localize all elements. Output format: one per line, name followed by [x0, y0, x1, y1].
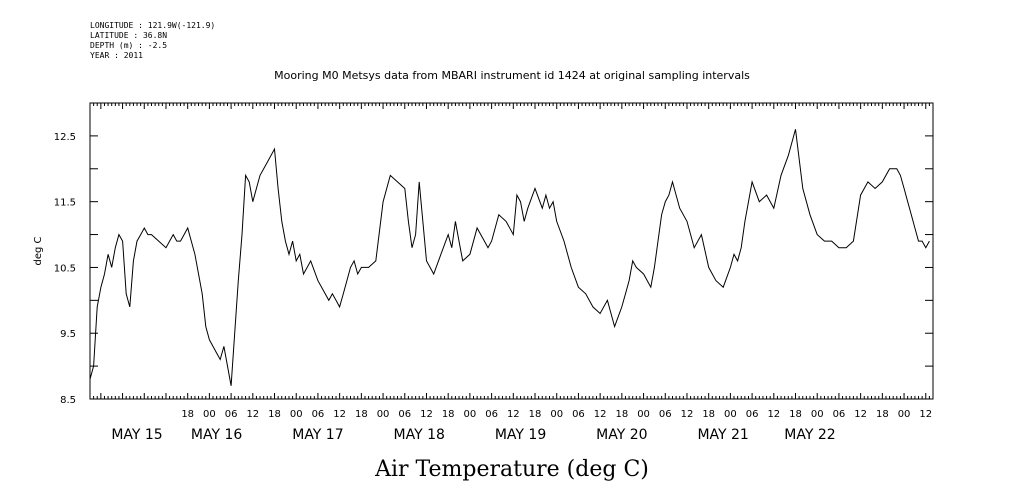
x-tick-label: 12 [681, 409, 694, 420]
x-tick-label: 18 [268, 409, 281, 420]
x-tick-label: 18 [789, 409, 802, 420]
date-label: MAY 17 [292, 427, 343, 443]
year-label: YEAR : 2011 [90, 51, 143, 60]
date-label: MAY 16 [191, 427, 242, 443]
x-tick-label: 18 [442, 409, 455, 420]
x-tick-label: 06 [833, 409, 846, 420]
y-tick-label: 9.5 [60, 329, 76, 340]
axis-ticks [89, 102, 934, 400]
x-tick-label: 12 [333, 409, 346, 420]
date-labels: MAY 15 MAY 16 MAY 17 MAY 18 MAY 19 MAY 20 MAY … [111, 427, 835, 443]
x-tick-label: 00 [377, 409, 390, 420]
x-tick-label: 06 [398, 409, 411, 420]
date-label: MAY 18 [394, 427, 445, 443]
x-tick-labels: 18 00 06 12 18 00 06 12 18 00 06 12 18 00 06 12 18 00 06 12… [181, 409, 932, 420]
x-tick-label: 12 [919, 409, 932, 420]
x-tick-label: 06 [746, 409, 759, 420]
x-tick-label: 00 [898, 409, 911, 420]
x-tick-label: 00 [724, 409, 737, 420]
x-tick-label: 12 [594, 409, 607, 420]
x-tick-label: 06 [312, 409, 325, 420]
plot-frame [89, 102, 934, 400]
x-tick-label: 12 [767, 409, 780, 420]
location-metadata: LONGITUDE : 121.9W(-121.9) LATITUDE : 36… [90, 21, 215, 61]
x-tick-label: 18 [355, 409, 368, 420]
x-tick-label: 18 [615, 409, 628, 420]
date-label: MAY 19 [495, 427, 546, 443]
x-tick-label: 00 [203, 409, 216, 420]
date-label: MAY 21 [697, 427, 748, 443]
x-tick-label: 18 [181, 409, 194, 420]
x-tick-label: 00 [811, 409, 824, 420]
x-tick-label: 18 [529, 409, 542, 420]
latitude-label: LATITUDE : 36.8N [90, 31, 168, 40]
chart-title: Mooring M0 Metsys data from MBARI instru… [274, 69, 750, 82]
date-label: MAY 20 [596, 427, 647, 443]
x-tick-label: 12 [420, 409, 433, 420]
chart-caption: Air Temperature (deg C) [374, 457, 649, 482]
x-tick-label: 06 [485, 409, 498, 420]
y-tick-label: 8.5 [60, 395, 76, 406]
x-tick-label: 00 [290, 409, 303, 420]
x-tick-label: 12 [507, 409, 520, 420]
x-tick-label: 06 [572, 409, 585, 420]
air-temperature-series-line [89, 129, 930, 386]
x-tick-label: 18 [702, 409, 715, 420]
x-tick-label: 06 [659, 409, 672, 420]
y-tick-labels: 8.5 9.5 10.5 11.5 12.5 [54, 132, 76, 406]
y-tick-label: 12.5 [54, 132, 76, 143]
y-tick-label: 11.5 [54, 198, 76, 209]
x-tick-label: 00 [637, 409, 650, 420]
x-tick-label: 00 [464, 409, 477, 420]
date-label: MAY 15 [111, 427, 162, 443]
y-axis-label: deg C [33, 236, 44, 265]
x-tick-label: 12 [246, 409, 259, 420]
x-tick-label: 00 [550, 409, 563, 420]
y-tick-label: 10.5 [54, 263, 76, 274]
x-tick-label: 12 [854, 409, 867, 420]
longitude-label: LONGITUDE : 121.9W(-121.9) [90, 21, 216, 30]
x-tick-label: 06 [225, 409, 238, 420]
depth-label: DEPTH (m) : -2.5 [90, 41, 168, 50]
x-tick-label: 18 [876, 409, 889, 420]
date-label: MAY 22 [784, 427, 835, 443]
